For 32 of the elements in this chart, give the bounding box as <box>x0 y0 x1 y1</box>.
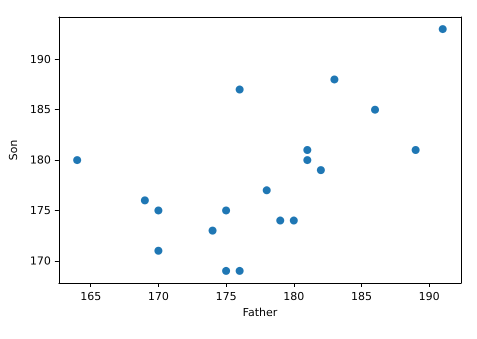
x-tick-label: 170 <box>148 290 169 303</box>
x-axis-title: Father <box>242 306 278 319</box>
point <box>208 226 217 235</box>
point <box>154 206 162 214</box>
point <box>438 25 447 34</box>
point <box>412 146 420 154</box>
point <box>303 146 312 154</box>
x-tick-label: 190 <box>418 290 440 303</box>
x-tick-label: 165 <box>80 290 102 303</box>
y-axis-title: Son <box>7 140 20 160</box>
point <box>303 156 312 164</box>
y-tick-label: 180 <box>30 154 51 167</box>
x-tick-label: 175 <box>216 290 237 303</box>
point <box>222 206 230 214</box>
point <box>371 106 380 114</box>
point <box>330 75 338 84</box>
point <box>154 246 162 255</box>
point <box>222 266 230 275</box>
point <box>276 216 284 225</box>
y-tick-label: 185 <box>30 103 51 116</box>
point <box>290 216 298 225</box>
y-tick-label: 175 <box>30 204 51 217</box>
point <box>316 166 325 174</box>
point <box>236 86 244 94</box>
point <box>73 156 82 164</box>
x-tick-label: 185 <box>350 290 372 303</box>
x-tick-label: 180 <box>283 290 304 303</box>
y-tick-label: 190 <box>30 52 51 66</box>
point <box>236 266 244 275</box>
point <box>262 186 271 194</box>
y-tick-label: 170 <box>30 254 51 268</box>
point <box>140 196 149 204</box>
